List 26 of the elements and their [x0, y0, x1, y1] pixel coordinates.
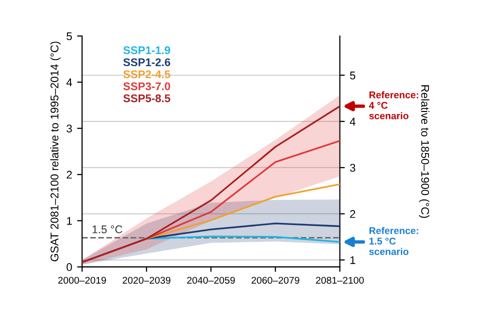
y2-tick-label: 2	[350, 210, 356, 218]
text: SSP1-1.9	[123, 46, 170, 54]
ref-line-label: 1.5 °C	[92, 225, 122, 234]
x-tick-label: 2000–2019	[58, 276, 106, 284]
y-tick-label: 5	[66, 32, 72, 40]
text: SSP1-2.6	[123, 58, 170, 66]
y2-tick-label: 1	[350, 256, 356, 264]
y2-tick-label: 3	[350, 164, 356, 172]
text: SSP2-4.5	[123, 70, 170, 78]
text: SSP5-8.5	[123, 94, 170, 102]
y-tick-label: 3	[66, 124, 72, 132]
y2-axis-title: Relative to 1850–1900 (°C)	[419, 85, 430, 218]
annotation: Reference: 1.5 °C scenario	[369, 226, 418, 256]
x-tick-label: 2020–2039	[122, 276, 170, 284]
x-tick-label: 2081–2100	[316, 276, 364, 284]
x-tick-label: 2040–2059	[187, 276, 235, 284]
y-axis-title: GSAT 2081–2100 relative to 1995–2014 (°C)	[50, 42, 61, 262]
y-tick-label: 4	[66, 78, 72, 86]
y2-tick-label: 4	[350, 118, 356, 126]
annotation: Reference: 4 °C scenario	[368, 91, 418, 120]
y-tick-label: 0	[66, 263, 72, 272]
text: SSP3-7.0	[123, 82, 170, 90]
x-tick-label: 2060–2079	[252, 276, 300, 284]
y2-tick-label: 5	[350, 72, 356, 80]
y-tick-label: 2	[66, 170, 72, 179]
y-tick-label: 1	[67, 217, 72, 225]
